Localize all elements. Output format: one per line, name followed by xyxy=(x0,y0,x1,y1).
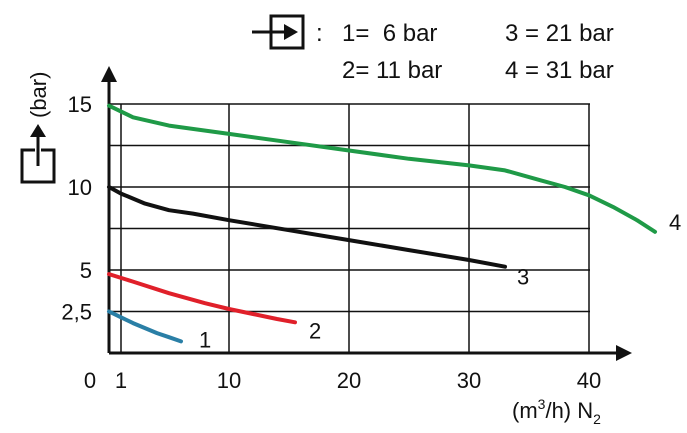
legend-separator: : xyxy=(316,20,323,47)
y-tick-label: 15 xyxy=(68,92,92,117)
legend-entry-1: 1= 6 bar xyxy=(342,20,437,47)
legend-entry-4: 4 = 31 bar xyxy=(505,57,614,84)
series-line-2 xyxy=(107,272,297,325)
legend: : 1= 6 bar 3 = 21 bar 2= 11 bar 4 = 31 b… xyxy=(252,14,614,84)
axes xyxy=(101,66,632,361)
y-tick-label: 2,5 xyxy=(61,300,92,325)
legend-entry-2: 2= 11 bar xyxy=(342,57,442,84)
series-label-4: 4 xyxy=(669,210,681,235)
x-tick-label: 10 xyxy=(217,368,241,393)
x-axis-label: (m3/h) N2 xyxy=(512,396,601,427)
series-line-4 xyxy=(107,103,657,234)
x-tick-label: 0 xyxy=(84,368,96,393)
x-tick-label: 20 xyxy=(337,368,361,393)
series-label-2: 2 xyxy=(309,318,321,343)
x-axis-arrow xyxy=(616,345,632,361)
outlet-pressure-icon xyxy=(20,124,56,184)
series-line-3 xyxy=(107,185,507,269)
x-tick-label: 30 xyxy=(457,368,481,393)
series-labels: 1 2 3 4 xyxy=(199,210,681,353)
x-tick-label: 1 xyxy=(115,368,127,393)
series-label-1: 1 xyxy=(199,327,211,352)
series-group xyxy=(107,103,657,344)
y-tick-label: 10 xyxy=(68,175,92,200)
y-axis-arrow xyxy=(101,66,117,82)
series-line-1 xyxy=(107,309,183,344)
y-axis-label: (bar) xyxy=(26,72,51,118)
legend-entry-3: 3 = 21 bar xyxy=(505,20,614,47)
y-tick-label: 5 xyxy=(80,258,92,283)
x-tick-label: 40 xyxy=(577,368,601,393)
series-label-3: 3 xyxy=(517,265,529,290)
inlet-pressure-icon xyxy=(252,14,305,50)
grid xyxy=(109,103,590,353)
